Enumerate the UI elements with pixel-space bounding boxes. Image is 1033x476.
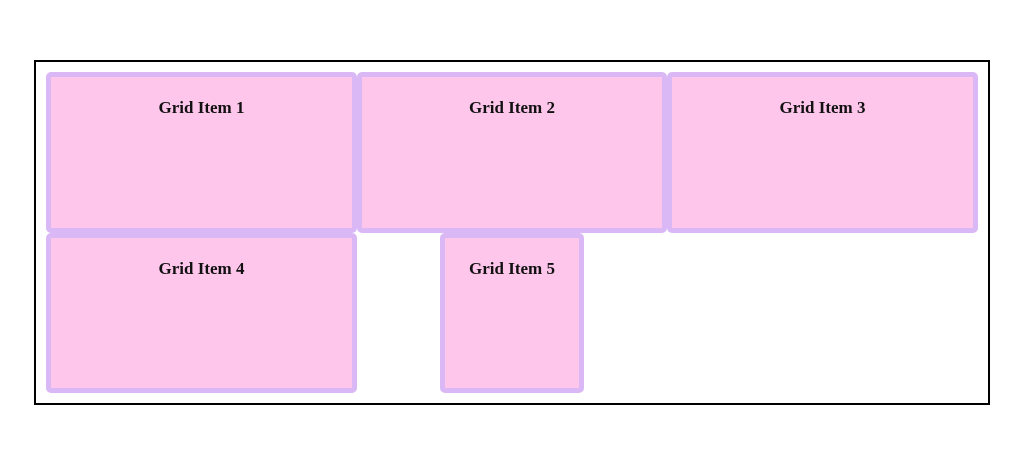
grid-item-label: Grid Item 5 (469, 259, 555, 278)
grid-item-2: Grid Item 2 (357, 72, 667, 233)
grid-item-1: Grid Item 1 (46, 72, 357, 233)
grid-item-label: Grid Item 2 (469, 98, 555, 117)
grid-item-4: Grid Item 4 (46, 233, 357, 393)
grid-container: Grid Item 1 Grid Item 2 Grid Item 3 Grid… (34, 60, 990, 405)
grid-item-label: Grid Item 4 (158, 259, 245, 278)
grid-item-5: Grid Item 5 (440, 233, 584, 393)
grid-item-label: Grid Item 3 (779, 98, 866, 117)
grid-item-3: Grid Item 3 (667, 72, 978, 233)
grid-item-label: Grid Item 1 (158, 98, 245, 117)
